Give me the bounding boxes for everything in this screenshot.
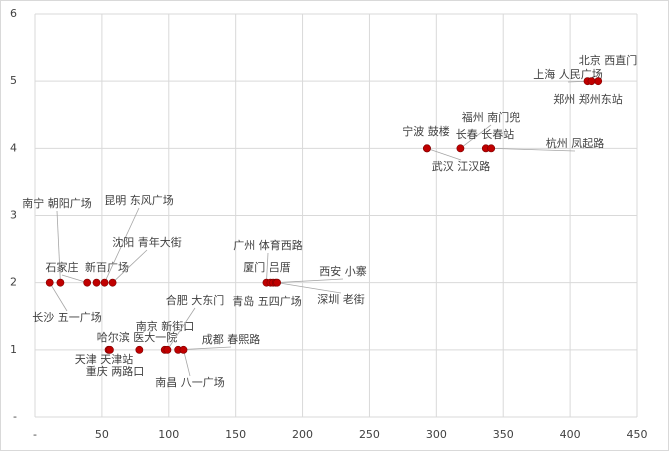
point-label: 厦门 吕厝 — [243, 260, 291, 274]
point-label: 上海 人民广场 — [533, 67, 603, 81]
y-tick-label: 2 — [10, 276, 17, 289]
point — [106, 345, 114, 354]
x-tick-label: 150 — [225, 428, 246, 441]
point-label: 宁波 鼓楼 — [402, 124, 450, 138]
leader-line — [112, 249, 148, 283]
y-tick-label: 4 — [10, 141, 17, 154]
y-tick-label: 3 — [10, 209, 17, 222]
x-tick-label: 50 — [95, 428, 109, 441]
leader-line — [167, 307, 196, 351]
point-label: 郑州 郑州东站 — [553, 92, 623, 106]
x-tick-label: 400 — [560, 428, 581, 441]
point — [56, 278, 65, 287]
y-tick-label: 1 — [10, 343, 17, 356]
point-label: 杭州 凤起路 — [546, 136, 605, 150]
x-tick-label: 350 — [493, 428, 514, 441]
point-label: 南宁 朝阳广场 — [22, 196, 92, 210]
point-label: 北京 西直门 — [579, 53, 638, 67]
point-label: 福州 南门兜 — [462, 110, 521, 124]
point — [135, 345, 144, 354]
point — [456, 144, 465, 153]
point-label: 昆明 东风广场 — [104, 193, 174, 207]
point-label: 深圳 老街 — [317, 292, 365, 306]
leader-line — [277, 282, 342, 294]
point-label: 广州 体育西路 — [233, 238, 303, 252]
leader-line — [61, 274, 88, 284]
x-tick-label: 100 — [158, 428, 179, 441]
point — [423, 144, 431, 153]
x-tick-label: 200 — [292, 428, 313, 441]
leader-line — [104, 207, 140, 283]
x-tick-label: 450 — [627, 428, 648, 441]
point-label: 长春 长春站 — [456, 127, 515, 141]
y-tick-label: - — [13, 410, 17, 423]
leader-line — [49, 282, 68, 312]
point-label: 南昌 八一广场 — [155, 375, 225, 389]
leader-line — [275, 278, 344, 284]
point-label: 西安 小寨 — [319, 264, 367, 278]
point — [594, 77, 603, 86]
y-tick-label: 5 — [10, 74, 17, 87]
point — [163, 345, 172, 354]
point-label: 成都 春熙路 — [202, 333, 261, 346]
point — [587, 77, 596, 86]
y-tick-label: 6 — [10, 7, 17, 20]
x-tick-label: 300 — [426, 428, 447, 441]
point-label: 哈尔滨 医大一院 — [97, 330, 178, 344]
leader-line — [491, 147, 576, 152]
leader-line — [183, 349, 191, 377]
point-label: 武汉 江汉路 — [432, 160, 491, 173]
point — [108, 278, 117, 287]
leader-line — [460, 124, 492, 149]
point — [83, 278, 92, 287]
leader-line — [266, 252, 269, 283]
leader-line — [426, 147, 462, 161]
point-label: 新百广场 — [85, 260, 129, 274]
x-tick-label: 250 — [359, 428, 380, 441]
point-label: 沈阳 青年大街 — [112, 235, 182, 249]
point-label: 重庆 两路口 — [86, 364, 145, 378]
leader-line — [56, 210, 61, 283]
point-label: 合肥 大东门 — [166, 293, 225, 307]
point — [45, 278, 54, 287]
point — [487, 144, 496, 153]
point-label: 青岛 五四广场 — [232, 294, 302, 308]
x-tick-label: - — [33, 428, 37, 441]
point-label: 石家庄 — [46, 260, 79, 274]
point — [179, 345, 188, 354]
point-label: 长沙 五一广场 — [32, 310, 102, 324]
point — [273, 278, 282, 287]
point — [92, 278, 101, 287]
point — [100, 278, 109, 287]
point-label: 天津 天津站 — [75, 352, 134, 366]
point-label: 南京 新街口 — [136, 319, 195, 333]
